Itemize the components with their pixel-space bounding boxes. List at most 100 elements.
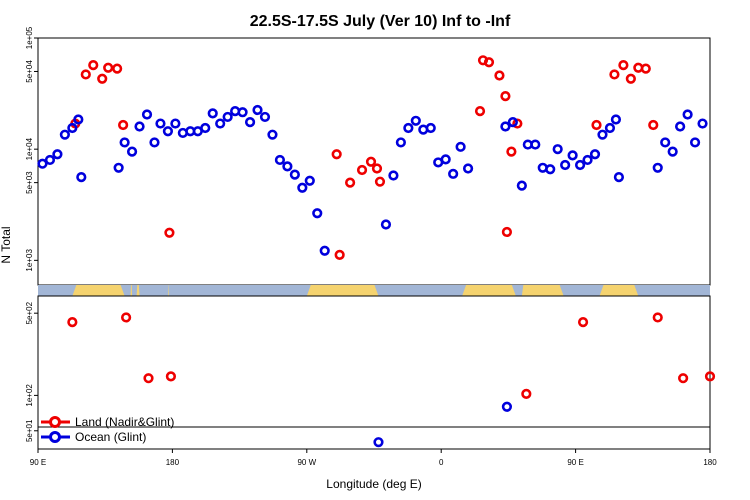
ocean-point [574, 159, 586, 171]
x-tick-label: 180 [166, 458, 180, 467]
land-point [374, 176, 386, 187]
upper-panel: 1e+03 5e+03 1e+04 5e+04 1e+05 [25, 26, 711, 286]
land-point [648, 119, 659, 131]
land-point [678, 373, 689, 384]
ocean-point [319, 245, 330, 256]
ocean-point [448, 168, 459, 179]
ocean-point [530, 139, 541, 150]
ocean-point [259, 111, 271, 123]
land-point [625, 73, 636, 84]
land-point [345, 177, 356, 188]
ocean-point [44, 154, 56, 166]
ocean-point [155, 118, 166, 129]
ocean-point [545, 164, 556, 175]
land-segment [506, 285, 513, 296]
ocean-point [689, 137, 701, 148]
ocean-point [76, 172, 87, 183]
x-tick-label: 180 [703, 458, 717, 467]
land-point [501, 226, 513, 238]
ocean-point [134, 121, 145, 132]
ocean-point [141, 109, 153, 120]
land-point [88, 60, 99, 71]
ocean-point [552, 144, 563, 155]
land-sea-mask-band [38, 285, 710, 296]
ocean-point [237, 107, 248, 118]
land-point [334, 249, 345, 260]
land-point [67, 316, 78, 328]
ocean-point [297, 182, 308, 193]
y-tick-label: 5e+04 [25, 60, 34, 83]
y-tick-label: 5e+03 [25, 171, 34, 194]
land-segment [599, 285, 639, 296]
data-points [37, 55, 716, 448]
x-axis: 90 E 180 90 W 0 90 E 180 [30, 449, 717, 467]
land-segment [462, 285, 516, 296]
land-point [103, 62, 114, 73]
ocean-point [282, 161, 293, 172]
land-point [652, 312, 663, 323]
ocean-point [604, 122, 616, 134]
chart-title: 22.5S-17.5S July (Ver 10) Inf to -Inf [250, 13, 511, 30]
land-point [474, 106, 486, 117]
y-tick-label: 1e+02 [25, 384, 34, 407]
land-point [371, 163, 383, 174]
land-point [331, 149, 342, 160]
ocean-point [244, 117, 256, 128]
ocean-point [613, 172, 625, 183]
ocean-point [500, 121, 511, 132]
land-point [618, 60, 629, 71]
ocean-point [215, 118, 226, 129]
land-point [121, 312, 132, 323]
ocean-point [59, 129, 70, 140]
y-tick-label: 5e+02 [25, 301, 34, 324]
land-point [506, 146, 517, 157]
ocean-point [126, 146, 138, 157]
ocean-point [507, 117, 518, 128]
ocean-point [207, 108, 218, 119]
ocean-point [667, 146, 678, 157]
land-point [521, 388, 532, 399]
land-point [591, 119, 602, 131]
ocean-point [373, 437, 384, 448]
ocean-point [660, 137, 671, 148]
x-axis-label: Longitude (deg E) [326, 477, 421, 491]
ocean-point [425, 122, 436, 134]
ocean-point [222, 111, 233, 123]
ocean-point [149, 137, 160, 148]
ocean-point [675, 121, 686, 132]
y-tick-label: 1e+05 [25, 26, 34, 49]
ocean-point [582, 154, 593, 166]
y-axis-label: N Total [0, 226, 13, 263]
ocean-point [388, 170, 399, 181]
land-segment [306, 285, 379, 296]
ocean-point [252, 104, 263, 116]
land-point [609, 69, 620, 80]
y-tick-label: 5e+01 [25, 419, 34, 442]
ocean-point [455, 141, 466, 152]
ocean-point [567, 150, 578, 161]
ocean-point [113, 162, 124, 173]
legend-ocean-label: Ocean (Glint) [75, 430, 146, 444]
land-point [483, 57, 495, 68]
legend-land-marker [49, 416, 61, 428]
upper-y-axis: 1e+03 5e+03 1e+04 5e+04 1e+05 [25, 26, 38, 272]
ocean-point [67, 122, 78, 134]
ocean-point [589, 149, 601, 160]
land-point [356, 164, 368, 176]
ocean-point [52, 149, 63, 160]
ocean-point [410, 115, 421, 126]
land-segment [72, 285, 125, 296]
x-tick-label: 90 W [297, 458, 316, 467]
land-point [500, 91, 511, 102]
ocean-point [597, 129, 608, 140]
land-point [494, 70, 505, 81]
legend-land-label: Land (Nadir&Glint) [75, 415, 174, 429]
land-segment [521, 285, 564, 296]
land-point [165, 371, 177, 382]
land-point [577, 316, 589, 328]
ocean-point [304, 175, 315, 186]
ocean-point [682, 109, 693, 120]
x-tick-label: 90 E [567, 458, 583, 467]
land-point [143, 373, 154, 384]
